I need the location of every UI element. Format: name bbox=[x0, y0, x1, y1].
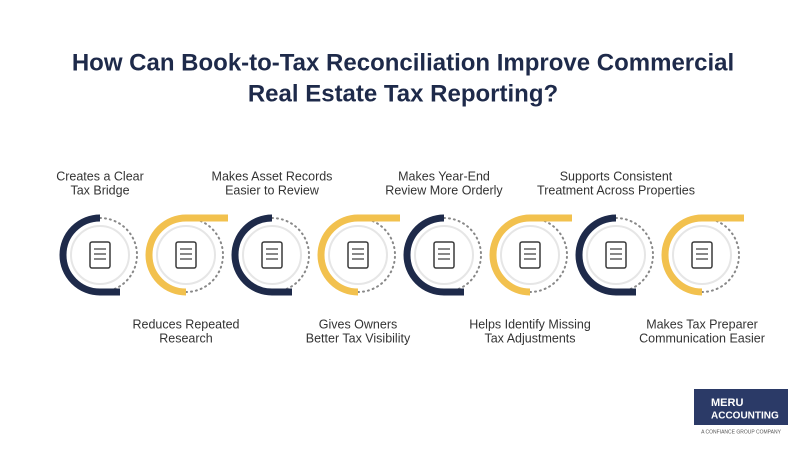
arc bbox=[661, 214, 703, 296]
arc bbox=[317, 214, 359, 296]
item-label: Treatment Across Properties bbox=[537, 183, 695, 197]
icon-circle bbox=[242, 225, 302, 285]
icon bbox=[605, 241, 627, 269]
arc bbox=[575, 214, 617, 296]
arc bbox=[59, 214, 101, 296]
item-label: Makes Asset Records bbox=[212, 169, 333, 183]
icon-circle bbox=[500, 225, 560, 285]
icon-circle bbox=[672, 225, 732, 285]
logo-sub: ACCOUNTING bbox=[711, 411, 779, 422]
icon bbox=[347, 241, 369, 269]
icon-circle bbox=[414, 225, 474, 285]
title-line: Real Estate Tax Reporting? bbox=[248, 80, 558, 107]
logo-tagline: A CONFIANCE GROUP COMPANY bbox=[701, 429, 781, 435]
arc bbox=[403, 214, 445, 296]
icon bbox=[691, 241, 713, 269]
icon-circle bbox=[328, 225, 388, 285]
icon bbox=[89, 241, 111, 269]
arc bbox=[231, 214, 273, 296]
logo: MERU ACCOUNTING A CONFIANCE GROUP COMPAN… bbox=[694, 389, 788, 435]
item-label: Better Tax Visibility bbox=[306, 331, 411, 345]
item-label: Research bbox=[159, 331, 213, 345]
item-label: Tax Adjustments bbox=[484, 331, 575, 345]
icon bbox=[519, 241, 541, 269]
icon bbox=[175, 241, 197, 269]
item-label: Easier to Review bbox=[225, 183, 320, 197]
icon-circle bbox=[586, 225, 646, 285]
title-line: How Can Book-to-Tax Reconciliation Impro… bbox=[72, 49, 734, 76]
icon-circle bbox=[70, 225, 130, 285]
icon bbox=[433, 241, 455, 269]
item-label: Supports Consistent bbox=[560, 169, 673, 183]
item-label: Makes Tax Preparer bbox=[646, 317, 758, 331]
item-label: Communication Easier bbox=[639, 331, 765, 345]
item-label: Gives Owners bbox=[319, 317, 398, 331]
arc bbox=[489, 214, 531, 296]
item-label: Review More Orderly bbox=[385, 183, 503, 197]
icon-circle bbox=[156, 225, 216, 285]
item-label: Reduces Repeated bbox=[132, 317, 239, 331]
item-label: Makes Year-End bbox=[398, 169, 490, 183]
icon bbox=[261, 241, 283, 269]
arc bbox=[145, 214, 187, 296]
item-label: Helps Identify Missing bbox=[469, 317, 591, 331]
item-label: Tax Bridge bbox=[70, 183, 129, 197]
logo-box bbox=[694, 389, 788, 425]
item-label: Creates a Clear bbox=[56, 169, 144, 183]
logo-name: MERU bbox=[711, 397, 743, 409]
